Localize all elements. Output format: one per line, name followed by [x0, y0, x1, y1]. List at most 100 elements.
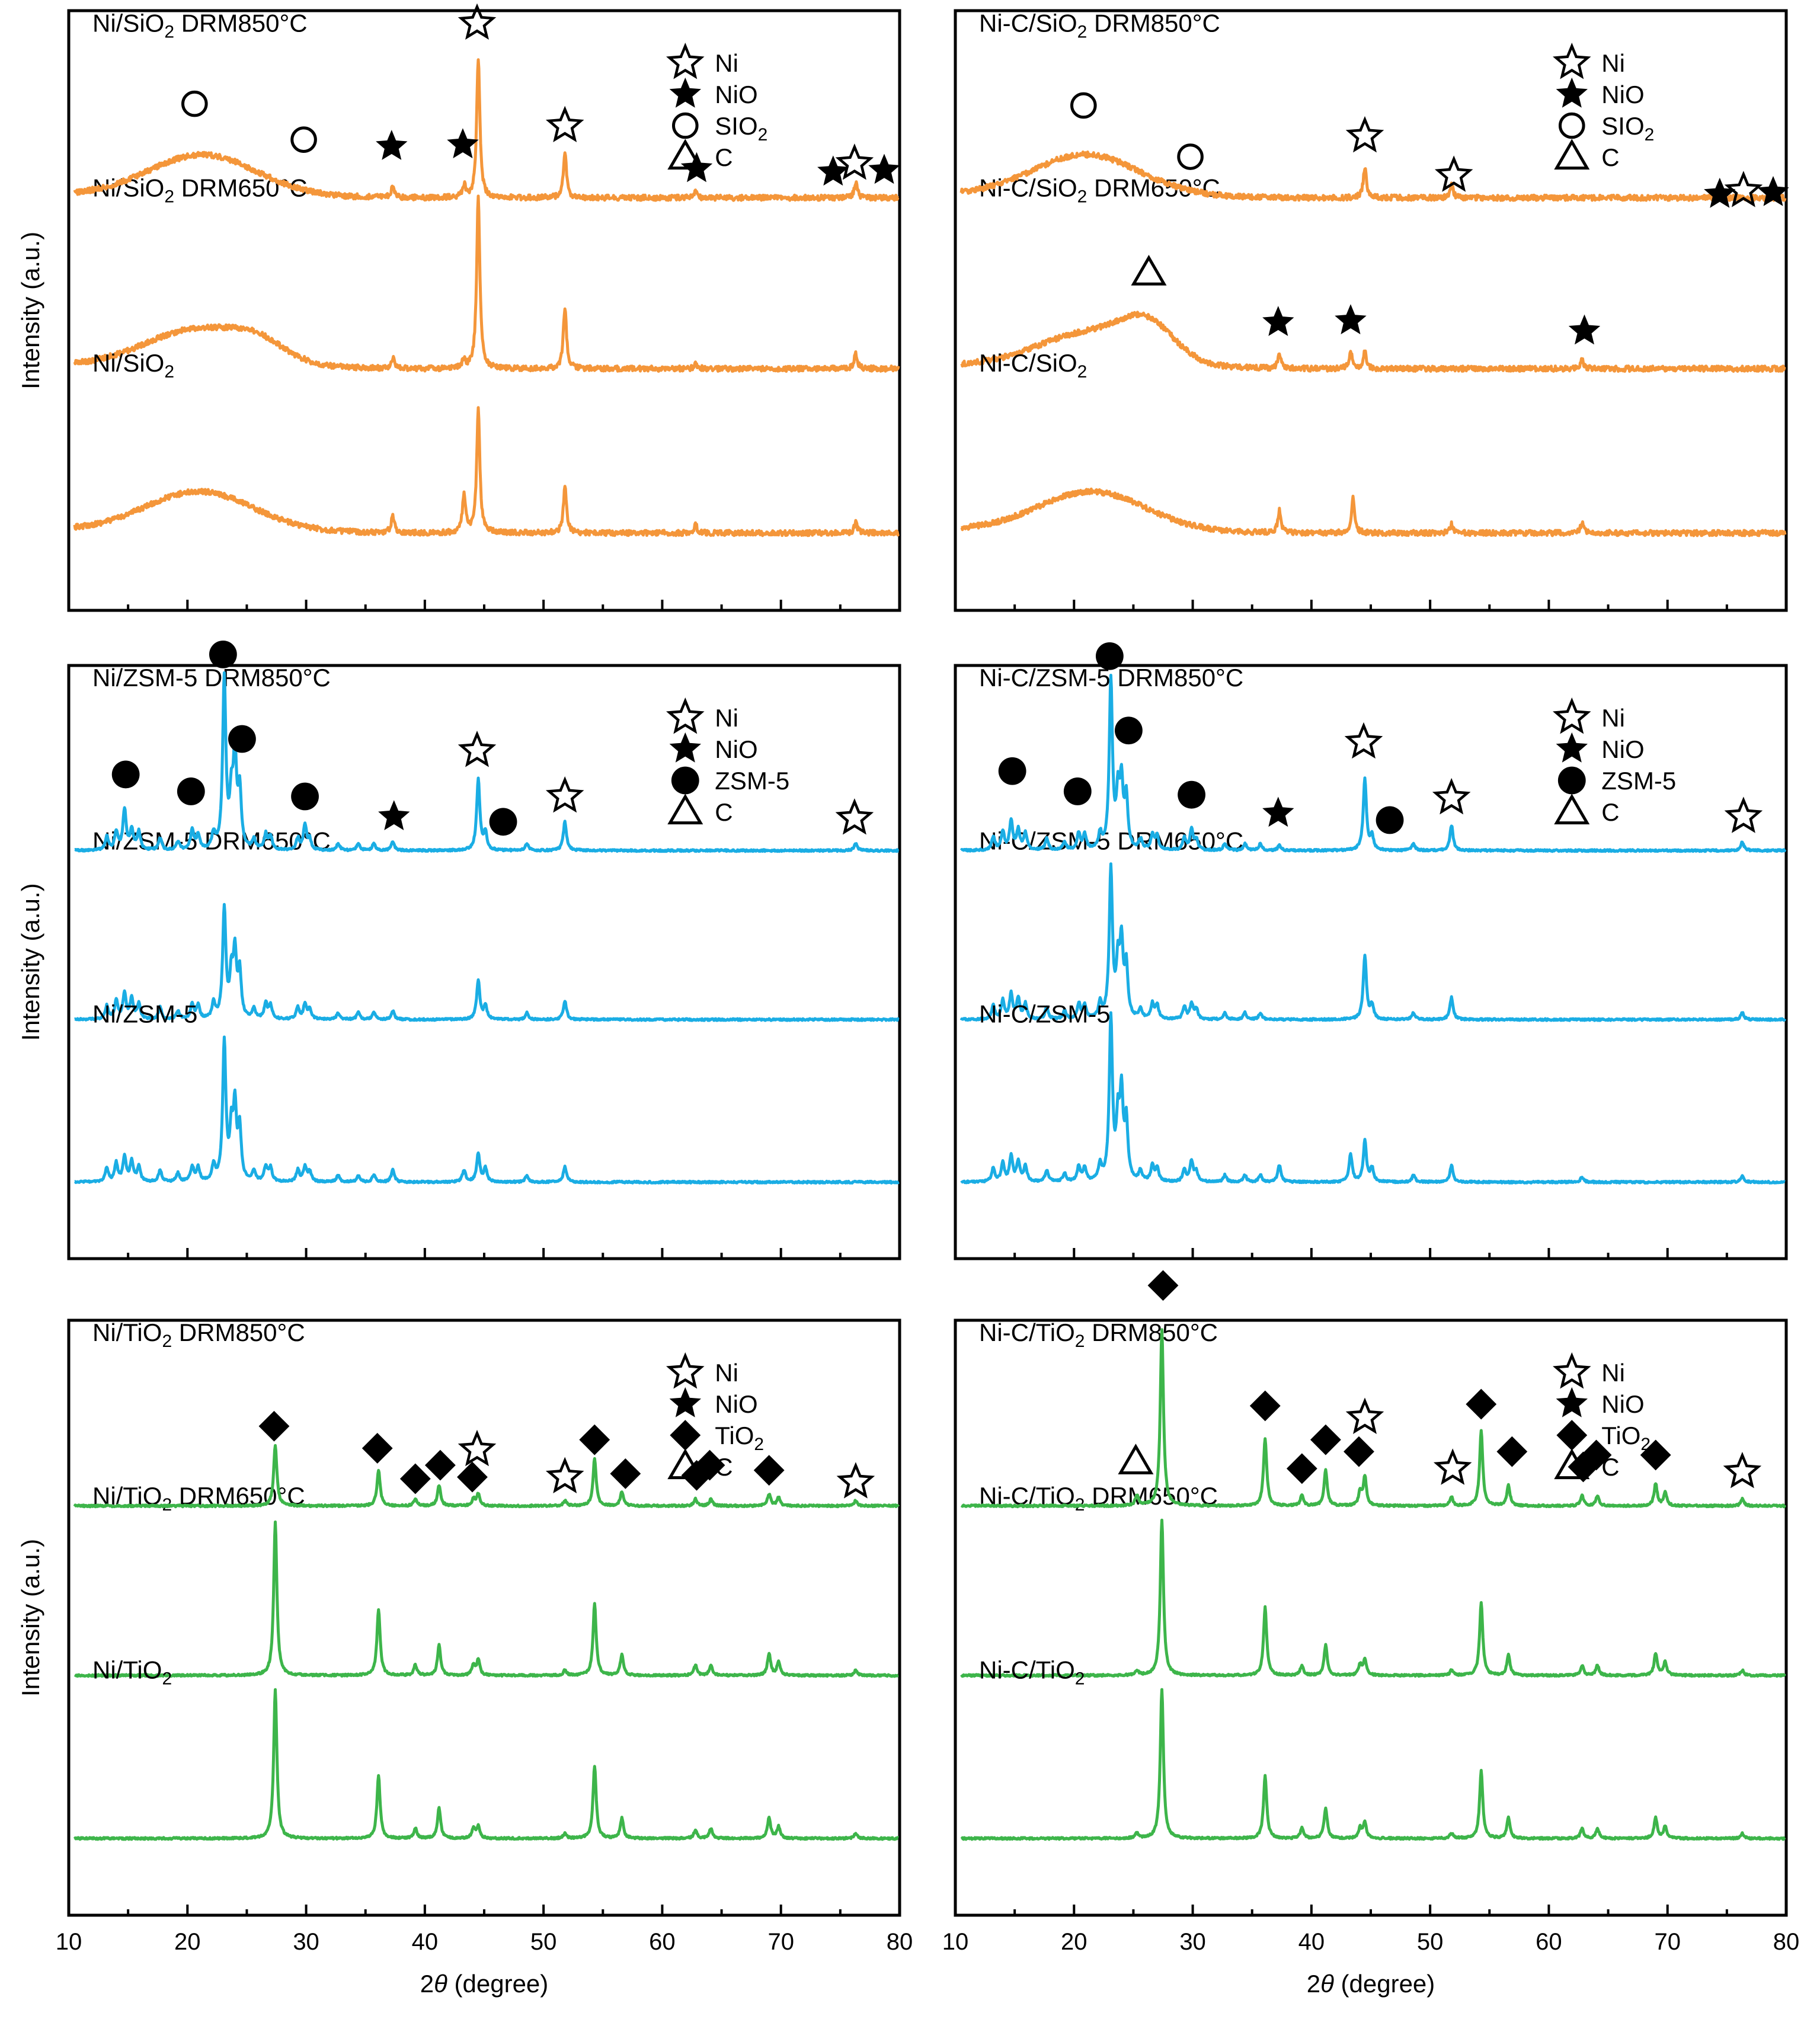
peak-marker-openstar [1434, 155, 1473, 192]
peak-marker-diamond [1286, 1453, 1317, 1484]
x-tick-label: 70 [1654, 1929, 1681, 1955]
legend-symbol-openstar [1553, 1352, 1591, 1389]
legend-label: C [715, 143, 733, 171]
x-tick-label: 30 [1179, 1929, 1206, 1955]
peak-marker-star [376, 130, 408, 160]
series-label: Ni-C/TiO2 DRM850°C [979, 1318, 1218, 1351]
legend-label: C [1601, 1453, 1619, 1481]
series-line [960, 311, 1786, 373]
legend-symbol-openstar [1553, 43, 1591, 79]
peak-marker-dot [209, 640, 237, 668]
peak-marker-star [1262, 796, 1294, 827]
peak-marker-diamond [1496, 1436, 1528, 1467]
peak-marker-star [1262, 306, 1294, 336]
series-line [73, 58, 900, 202]
legend-label: Ni [1601, 49, 1625, 77]
legend-symbol-triangle [667, 793, 703, 825]
peak-marker-dot [1115, 716, 1143, 745]
series-label: Ni-C/SiO2 [979, 349, 1087, 382]
legend-label: C [715, 1453, 733, 1481]
peak-marker-diamond [258, 1410, 290, 1442]
peak-marker-openstar [1432, 777, 1471, 815]
series-label: Ni-C/SiO2 DRM650°C [979, 174, 1220, 207]
peak-marker-openstar [545, 105, 584, 143]
legend-label: Ni [715, 49, 738, 77]
peak-marker-diamond [1344, 1436, 1374, 1467]
peak-marker-openstar [1345, 116, 1384, 153]
legend-symbol-openstar [666, 43, 705, 79]
legend-label: Ni [1601, 1359, 1625, 1387]
panel-sio2-ni: Ni/SiO2 DRM850°CNi/SiO2 DRM650°CNi/SiO2N… [17, 3, 901, 612]
legend-label: NiO [1601, 1390, 1644, 1418]
x-axis-label: 2θ (degree) [1307, 1970, 1435, 1998]
legend-symbol-star [1556, 732, 1588, 763]
legend-symbol-openstar [666, 1352, 705, 1389]
series-line [959, 674, 1787, 853]
peak-marker-diamond [1466, 1388, 1497, 1420]
series-line [73, 406, 900, 537]
peak-marker-dot [1376, 806, 1404, 834]
panel-tio2-ni: Ni/TiO2 DRM850°CNi/TiO2 DRM650°CNi/TiO2N… [17, 1318, 901, 1917]
legend-label: SIO2 [715, 112, 767, 145]
peak-marker-star [1335, 304, 1367, 335]
peak-marker-diamond [753, 1455, 785, 1486]
series-line [960, 1688, 1786, 1841]
legend-label: SIO2 [1601, 112, 1654, 145]
peak-marker-openstar [836, 1462, 875, 1499]
legend-label: TiO2 [1601, 1422, 1651, 1454]
panel-frame [67, 1318, 901, 1917]
series-line [960, 487, 1787, 537]
peak-marker-circle [290, 126, 317, 153]
legend-symbol-diamond [1556, 1420, 1588, 1451]
peak-marker-openstar [545, 776, 584, 813]
peak-marker-circle [1070, 92, 1097, 119]
peak-marker-openstar [1724, 171, 1763, 207]
peak-marker-diamond [579, 1424, 610, 1455]
legend-label: Ni [715, 1359, 738, 1387]
y-axis-label: Intensity (a.u.) [17, 883, 44, 1041]
legend-label: ZSM-5 [715, 767, 789, 795]
panel-zsm5-ni-c: Ni-C/ZSM-5 DRM850°CNi-C/ZSM-5 DRM650°CNi… [954, 642, 1788, 1260]
x-tick-label: 60 [649, 1929, 676, 1955]
panel-frame [954, 1318, 1788, 1917]
series-line [73, 1444, 900, 1509]
series-line [73, 1035, 900, 1185]
peak-marker-circle [1177, 143, 1204, 170]
legend-symbol-star [669, 732, 701, 763]
legend-label: NiO [715, 735, 757, 763]
peak-marker-openstar [1723, 1452, 1762, 1489]
x-tick-label: 40 [1298, 1929, 1325, 1955]
panel-zsm5-ni: Ni/ZSM-5 DRM850°CNi/ZSM-5 DRM650°CNi/ZSM… [17, 640, 901, 1260]
peak-marker-dot [998, 757, 1026, 785]
legend-symbol-star [1556, 1387, 1588, 1417]
peak-marker-diamond [1249, 1390, 1281, 1422]
peak-marker-dot [1095, 642, 1124, 670]
peak-marker-star [447, 128, 479, 159]
x-tick-label: 70 [767, 1929, 794, 1955]
peak-marker-openstar [458, 1429, 497, 1467]
peak-marker-dot [489, 808, 517, 836]
peak-marker-openstar [1345, 1397, 1384, 1434]
peak-marker-star [1757, 176, 1789, 206]
series-label: Ni-C/TiO2 [979, 1656, 1085, 1688]
legend-symbol-triangle [1554, 793, 1590, 825]
peak-marker-dot [1178, 780, 1205, 809]
peak-marker-dot [177, 777, 205, 805]
legend-symbol-triangle [667, 1448, 703, 1480]
legend-label: NiO [1601, 81, 1644, 108]
peak-marker-openstar [458, 731, 497, 767]
peak-marker-diamond [457, 1461, 488, 1493]
legend-symbol-triangle [1554, 139, 1590, 170]
series-label: Ni-C/ZSM-5 [979, 1000, 1111, 1028]
series-line [959, 862, 1787, 1022]
peak-marker-diamond [1581, 1439, 1612, 1471]
peak-marker-diamond [424, 1449, 456, 1481]
legend-symbol-dot [1557, 766, 1586, 795]
peak-marker-star [378, 800, 410, 830]
panel-frame [954, 9, 1788, 612]
x-axis-label: 2θ (degree) [420, 1970, 549, 1998]
legend-symbol-star [1556, 77, 1588, 108]
panel-tio2-ni-c: Ni-C/TiO2 DRM850°C Ni-C/TiO2 DRM650°C Ni-C… [954, 1270, 1788, 1917]
peak-marker-openstar [545, 1457, 584, 1494]
